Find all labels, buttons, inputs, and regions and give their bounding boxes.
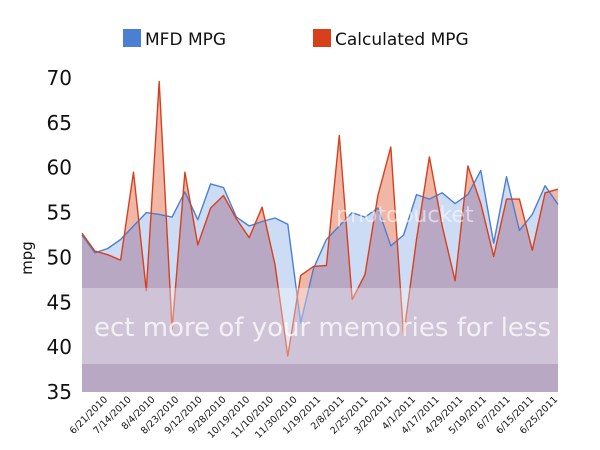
x-axis-ticks: 6/21/20107/14/20108/4/20108/23/20109/12/… — [68, 394, 560, 441]
y-tick-label: 45 — [47, 290, 72, 314]
y-axis-label: mpg — [18, 241, 36, 275]
mfd-mpg-line — [81, 169, 559, 324]
y-axis-ticks: 35 40 45 50 55 60 65 70 — [47, 66, 72, 404]
legend-label-mfd: MFD MPG — [145, 30, 226, 50]
y-tick-label: 35 — [47, 380, 72, 404]
legend: MFD MPG Calculated MPG — [123, 29, 469, 50]
watermark-brand: photobucket — [336, 203, 474, 228]
plot-lines — [81, 80, 559, 357]
y-tick-label: 70 — [47, 66, 72, 90]
legend-label-calculated: Calculated MPG — [335, 30, 469, 50]
plot-areas — [82, 81, 558, 392]
y-tick-label: 55 — [47, 201, 72, 225]
calculated-mpg-line — [81, 80, 559, 357]
watermark-message: ect more of your memories for less — [94, 313, 551, 343]
y-tick-label: 50 — [47, 245, 72, 269]
y-tick-label: 40 — [47, 335, 72, 359]
y-tick-label: 65 — [47, 111, 72, 135]
overlap-area — [82, 183, 558, 392]
watermark: ect more of your memories for less photo… — [82, 203, 558, 364]
legend-swatch-calculated — [313, 29, 331, 47]
watermark-band — [82, 288, 558, 364]
legend-swatch-mfd — [123, 29, 141, 47]
y-tick-label: 60 — [47, 156, 72, 180]
